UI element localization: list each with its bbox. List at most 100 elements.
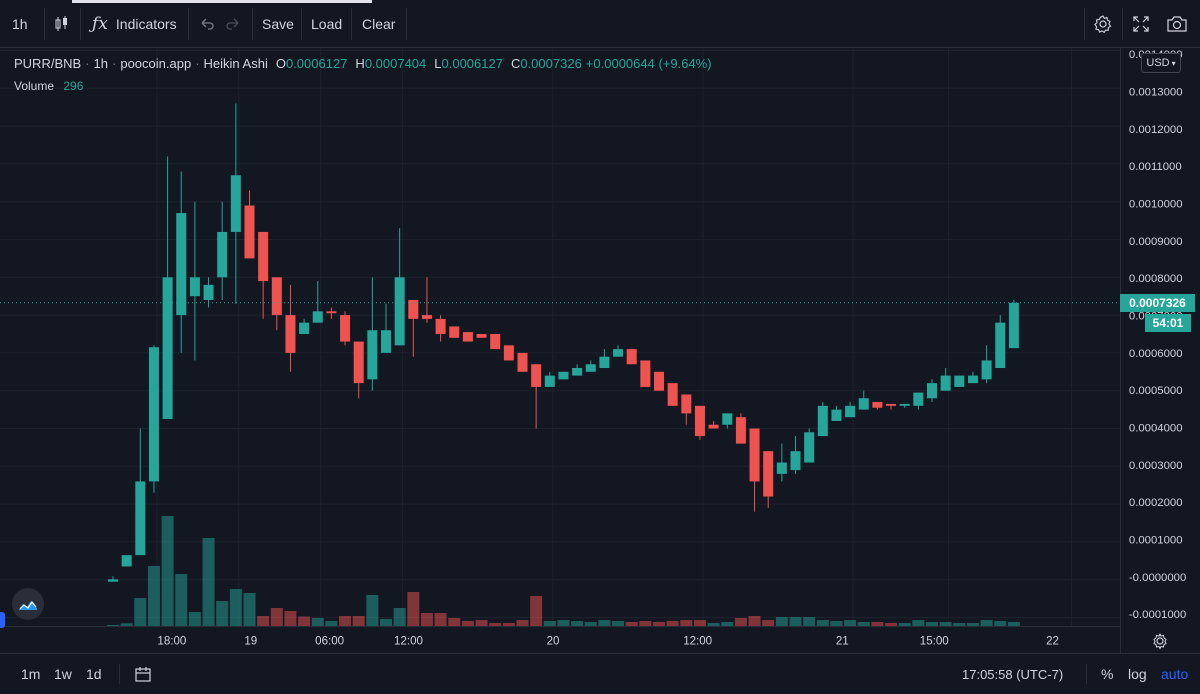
low-key: L <box>434 56 442 71</box>
price-tick-label: 0.0005000 <box>1129 385 1183 397</box>
chart-style-button[interactable] <box>53 6 71 42</box>
chart-legend: PURR/BNB · 1h · poocoin.app · Heikin Ash… <box>14 56 720 71</box>
candle-body <box>845 405 856 418</box>
date-range-button[interactable] <box>134 654 152 694</box>
toolbar-divider <box>301 8 302 40</box>
candle-body <box>872 402 883 408</box>
legend-separator: · <box>112 56 117 71</box>
toolbar-divider <box>406 8 407 40</box>
candle-body <box>954 375 965 387</box>
open-key: O <box>275 56 286 71</box>
candle-body <box>995 322 1006 369</box>
volume-bar <box>243 593 256 626</box>
volume-bar <box>980 620 993 626</box>
screenshot-button[interactable] <box>1166 6 1188 42</box>
auto-scale-toggle[interactable]: auto <box>1161 654 1188 694</box>
volume-bar <box>625 622 638 626</box>
volume-bar <box>284 611 297 626</box>
candle-body <box>476 334 487 338</box>
time-axis[interactable]: 18:00 19 06:00 12:00 20 12:00 21 15:00 22 <box>0 626 1120 653</box>
high-value: 0.0007404 <box>364 56 427 71</box>
range-1w-button[interactable]: 1w <box>54 654 72 694</box>
auto-label: auto <box>1161 666 1189 682</box>
legend-chart-style: Heikin Ashi <box>203 56 268 71</box>
price-tick-label: 0.0001000 <box>1129 534 1183 546</box>
volume-bar <box>584 622 597 626</box>
currency-select[interactable]: USD ▾ <box>1141 53 1181 73</box>
candle-body <box>927 383 937 399</box>
price-tick-label: 0.0010000 <box>1129 199 1183 211</box>
axis-settings-button[interactable] <box>1150 631 1170 651</box>
low-value: 0.0006127 <box>441 56 503 71</box>
price-chart[interactable] <box>0 48 1120 653</box>
fullscreen-button[interactable] <box>1131 6 1151 42</box>
undo-button[interactable] <box>198 6 216 42</box>
price-tick-label: 0.0012000 <box>1129 124 1183 136</box>
function-icon: ƒx <box>92 14 108 34</box>
candle-body <box>285 315 296 353</box>
volume-bar <box>830 621 843 626</box>
volume-bar <box>994 621 1007 626</box>
toolbar-divider <box>188 8 189 40</box>
volume-bar <box>775 617 788 626</box>
candle-body <box>353 341 364 384</box>
time-tick-label: 19 <box>244 635 257 647</box>
price-tick-label: 0.0013000 <box>1129 87 1183 99</box>
volume-bar <box>653 622 665 626</box>
log-scale-toggle[interactable]: log <box>1128 654 1147 694</box>
price-tick-label: -0.0000000 <box>1129 572 1186 584</box>
candle-body <box>326 311 337 314</box>
volume-bar <box>516 620 529 626</box>
log-label: log <box>1128 666 1147 682</box>
price-tick-label: 0.0011000 <box>1129 161 1182 173</box>
toolbar-divider <box>1086 664 1087 684</box>
candle-body <box>613 349 624 357</box>
volume-bar <box>666 621 679 626</box>
candle-body <box>189 277 200 297</box>
indicators-button[interactable]: ƒx Indicators <box>92 6 177 42</box>
volume-bar <box>543 621 556 626</box>
range-1d-button[interactable]: 1d <box>86 654 102 694</box>
candle-body <box>258 231 269 282</box>
range-1w-label: 1w <box>54 666 72 682</box>
poocoin-logo[interactable] <box>12 588 44 620</box>
candle-body <box>913 392 924 406</box>
toolbar-divider <box>119 664 120 684</box>
save-button[interactable]: Save <box>262 6 294 42</box>
volume-bar <box>871 622 884 626</box>
side-panel-tab[interactable] <box>0 612 5 628</box>
volume-bar <box>175 574 188 626</box>
candle-body <box>735 417 746 444</box>
toolbar-divider <box>252 8 253 40</box>
candle-body <box>749 428 760 482</box>
symbol-name[interactable]: PURR/BNB <box>14 56 82 71</box>
volume-bar <box>393 608 406 626</box>
volume-bar <box>434 613 447 626</box>
chart-background <box>0 48 1120 653</box>
range-1m-button[interactable]: 1m <box>21 654 40 694</box>
time-tick-label: 18:00 <box>157 635 186 647</box>
volume-bar <box>844 620 857 626</box>
interval-button[interactable]: 1h <box>12 6 28 42</box>
percent-scale-toggle[interactable]: % <box>1101 654 1113 694</box>
volume-bar <box>530 596 543 626</box>
clock-timezone[interactable]: 17:05:58 (UTC-7) <box>962 654 1063 694</box>
candle-body <box>176 213 187 316</box>
volume-bar <box>448 618 461 626</box>
redo-button[interactable] <box>224 6 242 42</box>
candle-body <box>449 326 460 338</box>
window-tab-strip <box>72 0 372 3</box>
volume-bar <box>803 617 816 626</box>
redo-icon <box>226 18 239 30</box>
save-label: Save <box>262 16 294 32</box>
settings-button[interactable] <box>1093 6 1113 42</box>
volume-bar <box>898 623 911 626</box>
price-axis[interactable]: 0.00140000.00130000.00120000.00110000.00… <box>1120 48 1200 653</box>
volume-bar <box>721 622 734 626</box>
volume-bar <box>325 621 338 626</box>
candle-body <box>230 175 241 232</box>
change-value: +0.0000644 (+9.64%) <box>585 56 712 71</box>
load-button[interactable]: Load <box>311 6 342 42</box>
candle-body <box>776 462 787 474</box>
clear-button[interactable]: Clear <box>362 6 395 42</box>
